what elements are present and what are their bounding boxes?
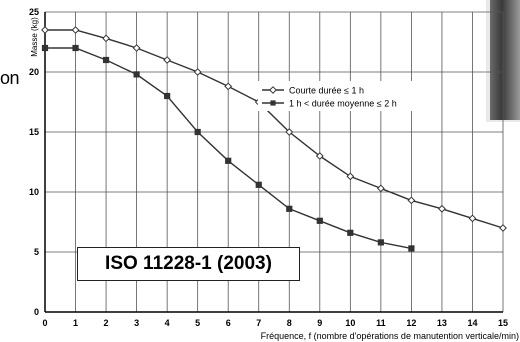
data-point-diamond [132,44,141,52]
data-point-diamond [346,172,355,181]
data-point-diamond [224,82,233,91]
x-tick-label: 6 [226,318,231,328]
x-tick-label: 8 [287,318,292,328]
data-point-square [377,239,384,246]
data-point-diamond [193,68,202,76]
x-tick-label: 4 [165,318,170,328]
data-point-square [72,44,79,52]
series-line-1 [45,29,504,229]
data-point-square [316,217,323,224]
x-tick-label: 5 [195,318,200,328]
y-tick-label: 5 [34,247,39,257]
y-tick-label: 15 [29,127,39,137]
data-point-square [225,157,232,164]
x-tick-label: 9 [317,318,322,328]
data-point-diamond [376,184,385,193]
y-tick-label: 20 [29,67,39,77]
iso-standard-label: ISO 11228-1 (2003) [77,247,300,281]
data-point-square [102,56,110,64]
data-point-diamond [468,214,477,223]
data-point-square [408,245,415,252]
data-point-square [286,205,293,212]
x-tick-label: 12 [406,318,416,328]
photo-fragment-image [490,0,520,120]
x-tick-label: 14 [467,318,477,328]
data-point-square [133,71,140,78]
x-tick-label: 15 [498,318,508,328]
legend-label-2: 1 h < durée moyenne ≤ 2 h [289,99,397,109]
legend-label-1: Courte durée ≤ 1 h [289,86,364,96]
x-tick-label: 13 [437,318,447,328]
data-point-square [347,229,354,236]
y-axis-label: Masse (kg) [30,17,39,57]
data-point-square [164,92,171,100]
data-point-diamond [163,56,172,64]
data-point-diamond [41,26,49,34]
data-point-square [194,128,201,136]
data-point-diamond [438,204,446,213]
y-tick-label: 10 [29,187,39,197]
data-point-diamond [71,26,80,34]
y-tick-label: 25 [29,7,39,17]
x-tick-label: 10 [345,318,355,328]
x-axis-label: Fréquence, f (nombre d'opérations de man… [261,331,519,341]
data-point-diamond [407,196,416,205]
data-point-diamond [102,34,110,43]
cut-off-text-top: on [0,68,20,88]
y-tick-label: 0 [34,307,39,317]
legend-marker-2 [270,100,276,106]
data-point-diamond [285,128,294,136]
x-tick-label: 2 [104,318,109,328]
data-point-square [41,44,49,52]
x-tick-label: 3 [134,318,139,328]
legend-marker-1 [269,86,277,94]
legend-background [258,81,440,111]
x-tick-label: 11 [376,318,386,328]
data-point-diamond [499,224,507,232]
data-point-square [255,181,262,188]
x-tick-label: 1 [73,318,78,328]
x-tick-label: 7 [256,318,261,328]
x-tick-label: 0 [42,318,47,328]
data-point-diamond [315,152,324,160]
